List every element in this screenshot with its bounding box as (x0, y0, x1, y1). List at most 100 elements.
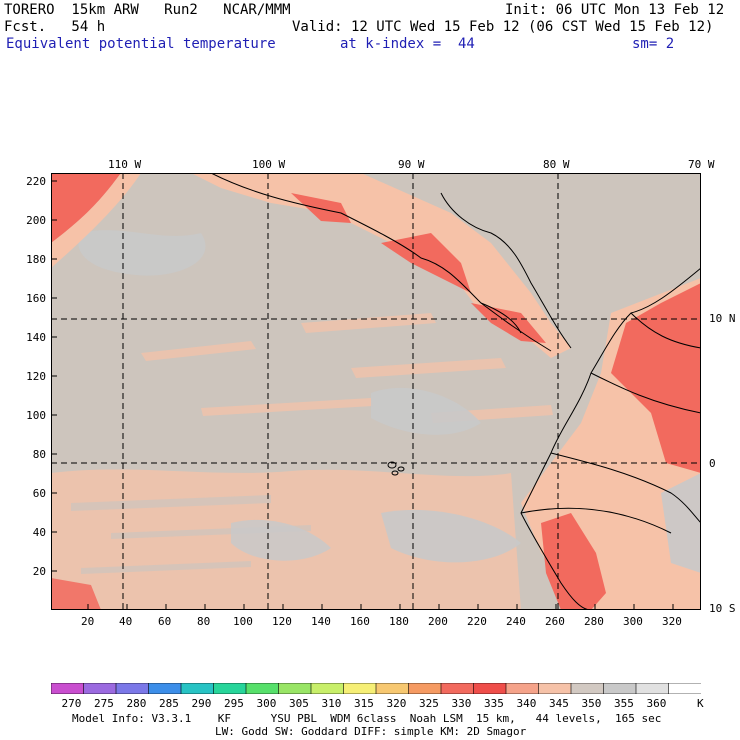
hot-nw-corner (51, 173, 121, 243)
colorbar-label: 325 (419, 697, 439, 710)
map-frame (51, 173, 701, 610)
x-tick-label: 120 (272, 615, 292, 628)
x-tick-label: 20 (81, 615, 95, 628)
colorbar-label: 285 (159, 697, 179, 710)
colorbar-label: 315 (354, 697, 374, 710)
field-name: Equivalent potential temperature (6, 36, 276, 52)
y-tick-label: 100 (26, 409, 46, 422)
lat-label-0: 0 (709, 457, 716, 470)
lon-label-110w: 110 W (108, 158, 142, 171)
colorbar-swatch (603, 683, 637, 694)
init-time: Init: 06 UTC Mon 13 Feb 12 (505, 2, 725, 18)
forecast-hour: Fcst. 54 h (4, 19, 106, 35)
colorbar-swatch (473, 683, 507, 694)
y-tick-label: 140 (26, 331, 46, 344)
physics-info: LW: Godd SW: Goddard DIFF: simple KM: 2D… (215, 725, 527, 738)
colorbar-label: 270 (61, 697, 82, 710)
gray-patch-west (78, 230, 206, 276)
colorbar-swatch (440, 683, 475, 694)
lat-lon-grid (51, 173, 701, 610)
warm-streaks-mid (141, 313, 553, 423)
model-info: Model Info: V3.3.1 KF YSU PBL WDM 6class… (72, 712, 662, 725)
colorbar-swatch (668, 683, 701, 694)
x-tick-label: 160 (350, 615, 370, 628)
y-tick-label: 180 (26, 253, 46, 266)
y-tick-label: 40 (32, 526, 46, 539)
x-tick-label: 40 (119, 615, 133, 628)
gray-patch-center (371, 387, 481, 435)
colorbar-swatch (278, 683, 312, 694)
colorbar-swatch (180, 683, 215, 694)
smoothing: sm= 2 (632, 36, 675, 52)
x-tick-label: 180 (389, 615, 409, 628)
colorbar-label: 295 (224, 697, 244, 710)
colorbar-swatch (51, 683, 85, 694)
colorbar-swatch (115, 683, 150, 694)
peru-hot (541, 513, 606, 610)
colorbar-label: 305 (289, 697, 309, 710)
central-america-hot (291, 193, 546, 343)
colorbar-label: 360 (646, 697, 667, 710)
axis-ticks (51, 180, 674, 610)
colorbar-swatch (213, 683, 247, 694)
gray-patch-se (661, 473, 701, 573)
warm-nw-corner (51, 173, 141, 268)
colorbar-label: K (697, 697, 704, 710)
galapagos-islands (387, 461, 405, 476)
colorbar-label: 275 (94, 697, 114, 710)
colorbar-label: 355 (614, 697, 634, 710)
colorbar (51, 683, 701, 694)
colorbar-label: 335 (484, 697, 504, 710)
x-tick-label: 240 (506, 615, 526, 628)
gray-patch-south (381, 509, 521, 563)
x-tick-label: 200 (428, 615, 448, 628)
x-tick-label: 300 (623, 615, 643, 628)
colorbar-label: 290 (191, 697, 212, 710)
x-tick-label: 80 (197, 615, 211, 628)
colorbar-label: 280 (126, 697, 147, 710)
lon-label-80w: 80 W (543, 158, 570, 171)
colorbar-swatch (538, 683, 572, 694)
lon-label-90w: 90 W (398, 158, 425, 171)
colorbar-swatch (505, 683, 540, 694)
lon-label-70w: 70 W (688, 158, 715, 171)
colorbar-label: 320 (386, 697, 407, 710)
y-tick-label: 200 (26, 214, 46, 227)
lon-label-100w: 100 W (252, 158, 286, 171)
x-tick-label: 320 (662, 615, 682, 628)
colorbar-swatch (148, 683, 182, 694)
x-tick-label: 220 (467, 615, 487, 628)
colorbar-swatch (570, 683, 605, 694)
colorbar-label: 350 (581, 697, 602, 710)
y-tick-label: 120 (26, 370, 46, 383)
x-tick-label: 260 (545, 615, 565, 628)
colorbar-label: 345 (549, 697, 569, 710)
coastlines (210, 173, 701, 610)
lat-label-10n: 10 N (709, 312, 736, 325)
colorbar-swatch (408, 683, 442, 694)
warm-streaks-south (71, 495, 311, 574)
colorbar-swatch (635, 683, 670, 694)
y-tick-label: 60 (32, 487, 46, 500)
model-title: TORERO 15km ARW Run2 NCAR/MMM (4, 2, 291, 18)
colorbar-swatch (83, 683, 117, 694)
colorbar-label: 310 (321, 697, 342, 710)
x-tick-label: 60 (158, 615, 172, 628)
colorbar-label: 340 (516, 697, 537, 710)
colorbar-swatch (310, 683, 345, 694)
valid-time: Valid: 12 UTC Wed 15 Feb 12 (06 CST Wed … (292, 19, 714, 35)
theta-e-map (51, 173, 701, 610)
gray-patch-sw (231, 519, 331, 561)
colorbar-label: 300 (256, 697, 277, 710)
x-tick-label: 140 (311, 615, 331, 628)
colorbar-swatch (343, 683, 377, 694)
colorbar-swatch (375, 683, 410, 694)
y-tick-label: 80 (32, 448, 46, 461)
y-tick-label: 220 (26, 175, 46, 188)
x-tick-label: 280 (584, 615, 604, 628)
colorbar-label: 330 (451, 697, 472, 710)
lat-label-10s: 10 S (709, 602, 736, 615)
x-tick-label: 100 (233, 615, 253, 628)
y-tick-label: 160 (26, 292, 46, 305)
y-tick-label: 20 (32, 565, 46, 578)
